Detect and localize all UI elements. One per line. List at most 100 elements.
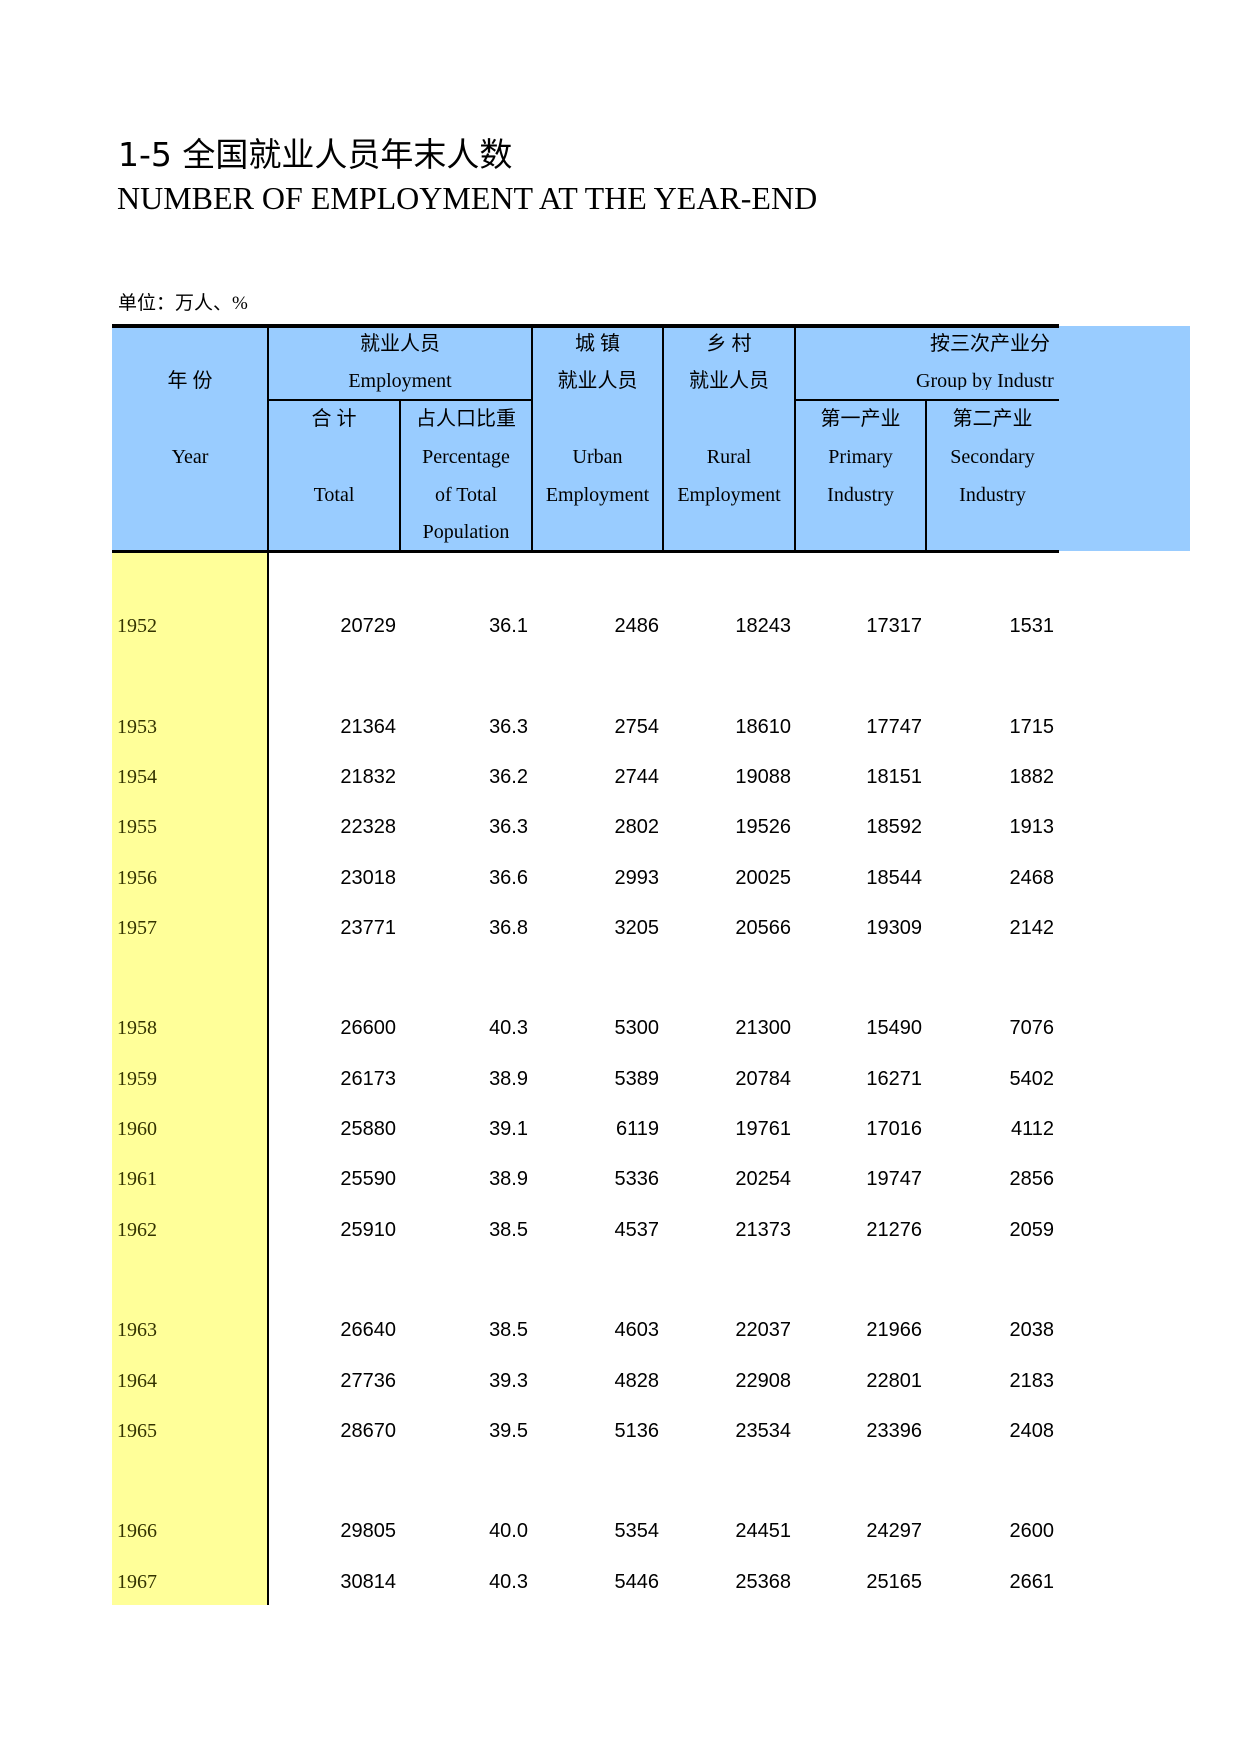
value-cell: 4112 (1010, 1118, 1054, 1140)
header-secondary-en: Secondary (950, 446, 1035, 468)
value-cell: 39.5 (489, 1419, 528, 1442)
value-cell: 2059 (1009, 1218, 1055, 1241)
value-cell: 2993 (614, 866, 660, 889)
value-cell: 22801 (866, 1369, 922, 1392)
value-cell: 18610 (735, 715, 791, 738)
value-cell: 19309 (866, 916, 922, 939)
header-total-cn: 合 计 (311, 408, 357, 430)
value-cell: 24451 (735, 1520, 791, 1543)
year-cell: 1959 (117, 1067, 157, 1090)
header-primary-en: Industry (827, 484, 894, 506)
header-employment-cn: 就业人员 (360, 333, 440, 355)
header-primary-en: Primary (828, 446, 893, 468)
value-cell: 2486 (614, 615, 660, 637)
value-cell: 22908 (735, 1369, 791, 1392)
header-secondary-en: Industry (959, 484, 1026, 506)
value-cell: 25165 (866, 1570, 922, 1593)
year-cell: 1955 (117, 816, 157, 839)
header-total-en: Total (313, 484, 355, 506)
value-cell: 17016 (866, 1118, 922, 1140)
value-cell: 38.5 (489, 1218, 528, 1241)
industry-subheader-rule (795, 399, 1059, 401)
value-cell: 27736 (340, 1369, 396, 1392)
value-cell: 4828 (614, 1369, 660, 1392)
value-cell: 26600 (340, 1017, 396, 1040)
value-cell: 2754 (614, 715, 660, 738)
year-cell: 1960 (117, 1118, 157, 1140)
value-cell: 20254 (735, 1168, 791, 1191)
value-cell: 26173 (340, 1067, 396, 1090)
value-cell: 19747 (866, 1168, 922, 1191)
value-cell: 25368 (735, 1570, 791, 1593)
value-cell: 22328 (340, 816, 396, 839)
value-cell: 36.2 (489, 765, 528, 788)
year-cell: 1956 (117, 866, 157, 889)
value-cell: 29805 (340, 1520, 396, 1543)
value-cell: 5354 (614, 1520, 660, 1543)
value-cell: 21300 (735, 1017, 791, 1040)
value-cell: 39.1 (489, 1118, 528, 1140)
value-cell: 20566 (735, 916, 791, 939)
value-cell: 23534 (735, 1419, 791, 1442)
value-cell: 1531 (1009, 615, 1055, 637)
year-cell: 1952 (117, 615, 157, 637)
year-column-divider (267, 327, 269, 1605)
value-cell: 19761 (735, 1118, 791, 1140)
value-cell: 1913 (1009, 816, 1055, 839)
header-pct-en: Percentage (422, 446, 510, 468)
value-cell: 39.3 (489, 1369, 528, 1392)
header-urban-en: Employment (545, 484, 650, 506)
value-cell: 5389 (614, 1067, 660, 1090)
value-cell: 36.3 (489, 715, 528, 738)
value-cell: 2142 (1009, 916, 1055, 939)
value-cell: 22037 (735, 1319, 791, 1342)
value-cell: 5446 (614, 1570, 660, 1593)
value-cell: 38.9 (489, 1168, 528, 1191)
year-cell: 1962 (117, 1218, 157, 1241)
value-cell: 21276 (866, 1218, 922, 1241)
value-cell: 25590 (340, 1168, 396, 1191)
value-cell: 4537 (614, 1218, 660, 1241)
value-cell: 20729 (340, 615, 396, 637)
value-cell: 23018 (340, 866, 396, 889)
value-cell: 26640 (340, 1319, 396, 1342)
value-cell: 2744 (614, 765, 660, 788)
value-cell: 2802 (614, 816, 660, 839)
value-cell: 20784 (735, 1067, 791, 1090)
column-divider (925, 400, 927, 551)
value-cell: 18243 (735, 615, 791, 637)
value-cell: 40.3 (489, 1017, 528, 1040)
value-cell: 17317 (866, 615, 922, 637)
value-cell: 5336 (614, 1168, 660, 1191)
value-cell: 6119 (615, 1118, 659, 1140)
header-urban-cn: 就业人员 (557, 370, 638, 392)
header-employment-en: Employment (348, 370, 452, 392)
value-cell: 18592 (866, 816, 922, 839)
value-cell: 20025 (735, 866, 791, 889)
value-cell: 16271 (866, 1067, 922, 1090)
unit-label: 单位：万人、% (118, 293, 248, 314)
value-cell: 2468 (1009, 866, 1055, 889)
header-urban-en: Urban (572, 446, 623, 468)
value-cell: 2600 (1009, 1520, 1055, 1543)
value-cell: 21832 (340, 765, 396, 788)
value-cell: 23396 (866, 1419, 922, 1442)
year-cell: 1953 (117, 715, 157, 738)
value-cell: 25880 (340, 1118, 396, 1140)
value-cell: 2183 (1009, 1369, 1055, 1392)
value-cell: 2661 (1009, 1570, 1055, 1593)
value-cell: 36.1 (489, 615, 528, 637)
header-bottom-rule (112, 550, 1059, 553)
year-cell: 1957 (117, 916, 157, 939)
table-top-rule (112, 324, 1059, 328)
value-cell: 38.5 (489, 1319, 528, 1342)
value-cell: 36.3 (489, 816, 528, 839)
value-cell: 15490 (866, 1017, 922, 1040)
value-cell: 18151 (866, 765, 922, 788)
title-chinese: 1-5 全国就业人员年末人数 (118, 135, 513, 174)
value-cell: 23771 (340, 916, 396, 939)
value-cell: 21966 (866, 1319, 922, 1342)
value-cell: 21373 (735, 1218, 791, 1241)
value-cell: 21364 (340, 715, 396, 738)
